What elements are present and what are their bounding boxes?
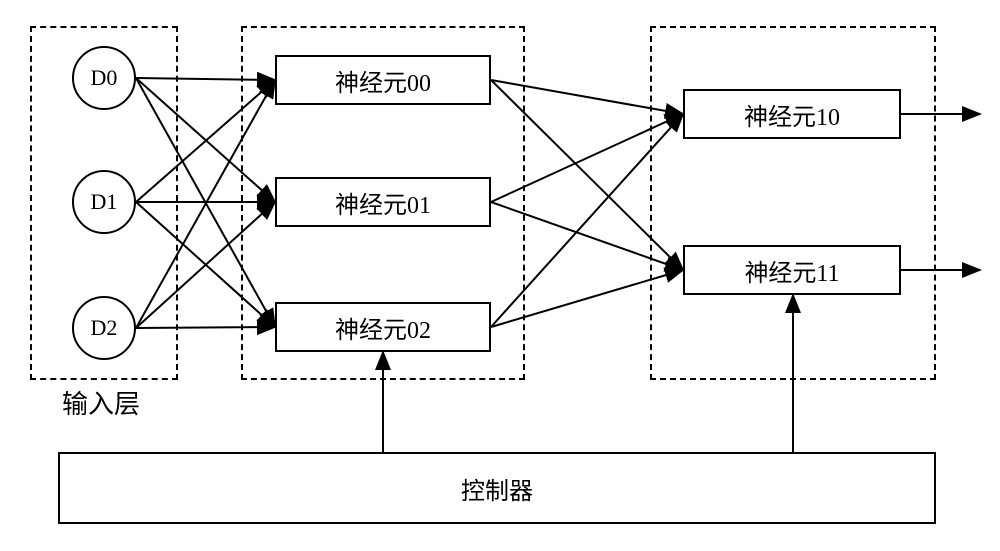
input-node-d2: D2 — [72, 296, 136, 360]
neuron-10-label: 神经元10 — [744, 97, 840, 132]
output-layer-box — [650, 26, 936, 380]
input-node-d1-label: D1 — [91, 189, 118, 215]
neuron-01: 神经元01 — [275, 177, 491, 227]
neuron-00: 神经元00 — [275, 55, 491, 105]
neuron-11: 神经元11 — [683, 245, 901, 295]
input-node-d1: D1 — [72, 170, 136, 234]
input-node-d2-label: D2 — [91, 315, 118, 341]
input-node-d0: D0 — [72, 46, 136, 110]
controller-label: 控制器 — [461, 471, 533, 506]
neuron-02: 神经元02 — [275, 302, 491, 352]
neuron-02-label: 神经元02 — [335, 310, 431, 345]
input-node-d0-label: D0 — [91, 65, 118, 91]
neuron-00-label: 神经元00 — [335, 63, 431, 98]
neuron-10: 神经元10 — [683, 89, 901, 139]
neuron-11-label: 神经元11 — [744, 253, 839, 288]
neuron-01-label: 神经元01 — [335, 185, 431, 220]
controller-box: 控制器 — [58, 452, 936, 524]
input-layer-label: 输入层 — [62, 384, 140, 421]
